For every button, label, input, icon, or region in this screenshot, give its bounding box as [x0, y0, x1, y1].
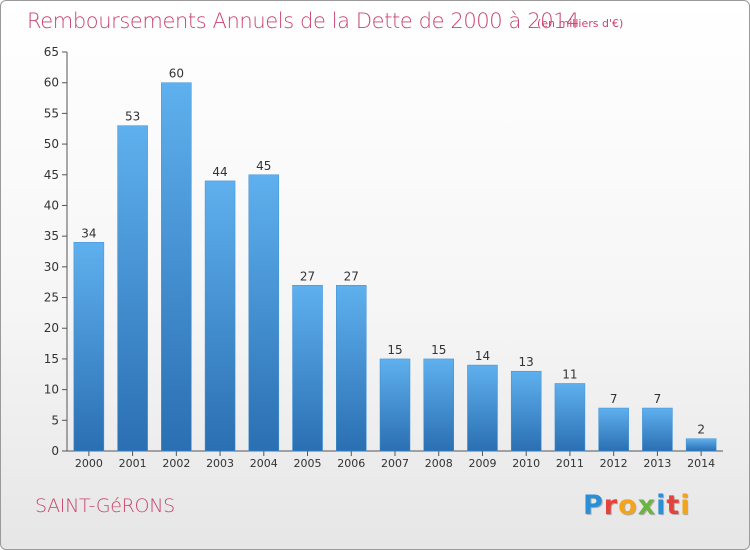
- y-tick-label: 10: [44, 383, 59, 397]
- bar-value-label: 44: [212, 165, 227, 179]
- y-tick-label: 50: [44, 137, 59, 151]
- x-tick-label: 2014: [687, 457, 715, 470]
- logo-letter: P: [583, 490, 604, 521]
- x-tick-label: 2010: [512, 457, 540, 470]
- bar: [642, 407, 673, 452]
- bar-value-label: 15: [431, 343, 446, 357]
- logo-letter: t: [666, 490, 681, 521]
- y-tick-label: 25: [44, 291, 59, 305]
- x-tick-label: 2005: [294, 457, 322, 470]
- bar-value-label: 60: [169, 67, 184, 81]
- y-tick-label: 20: [44, 321, 59, 335]
- y-tick-label: 5: [51, 413, 59, 427]
- bar-value-label: 27: [300, 269, 315, 283]
- y-tick-label: 60: [44, 76, 59, 90]
- bar: [204, 180, 236, 452]
- logo-letter: o: [618, 490, 638, 521]
- bar: [510, 370, 542, 452]
- bar: [117, 125, 148, 452]
- x-tick-label: 2013: [643, 457, 671, 470]
- bar-value-label: 15: [387, 343, 402, 357]
- bar-value-label: 7: [610, 392, 618, 406]
- bar: [336, 285, 367, 452]
- bars: 34 53 60 44 45 27 27 15 15 14 13 11 7 7 2: [73, 67, 717, 452]
- bar: [554, 383, 586, 452]
- logo-letter: i: [680, 490, 691, 521]
- logo-letter: r: [603, 490, 619, 521]
- y-tick-label: 30: [44, 260, 59, 274]
- bar: [598, 407, 629, 452]
- bar: [685, 438, 717, 452]
- y-tick-label: 15: [44, 352, 59, 366]
- axes: 0 5 10 15 20 25 30 35 40 45 50 55 60 65 2000 2001 2002 20…: [44, 45, 723, 470]
- x-tick-label: 2012: [600, 457, 628, 470]
- bar-value-label: 34: [81, 226, 96, 240]
- bar: [423, 358, 454, 452]
- bar: [379, 358, 411, 452]
- x-tick-label: 2002: [162, 457, 190, 470]
- bar-value-label: 27: [344, 269, 359, 283]
- proxiti-logo: Proxiti: [583, 490, 691, 521]
- y-tick-label: 55: [44, 106, 59, 120]
- bar: [467, 364, 498, 452]
- bar-value-label: 53: [125, 110, 140, 124]
- y-tick-label: 0: [51, 444, 59, 458]
- x-tick-label: 2008: [425, 457, 453, 470]
- chart-title: Remboursements Annuels de la Dette de 20…: [27, 9, 580, 33]
- y-tick-label: 40: [44, 198, 59, 212]
- logo-letter: x: [637, 490, 657, 521]
- x-tick-label: 2006: [337, 457, 365, 470]
- bar-value-label: 13: [519, 355, 534, 369]
- bar-value-label: 2: [697, 423, 705, 437]
- bar-value-label: 11: [562, 367, 577, 381]
- bar-value-label: 45: [256, 159, 271, 173]
- bar: [292, 285, 323, 452]
- bar-value-label: 14: [475, 349, 490, 363]
- y-tick-label: 45: [44, 168, 59, 182]
- x-tick-label: 2011: [556, 457, 584, 470]
- y-tick-label: 65: [44, 45, 59, 59]
- x-tick-label: 2007: [381, 457, 409, 470]
- x-tick-label: 2000: [75, 457, 103, 470]
- x-tick-label: 2004: [250, 457, 278, 470]
- bar: [73, 242, 105, 452]
- bar: [161, 82, 192, 452]
- x-tick-label: 2001: [119, 457, 147, 470]
- logo-letter: i: [656, 490, 667, 521]
- commune-name: SAINT-GéRONS: [35, 495, 175, 517]
- y-tick-label: 35: [44, 229, 59, 243]
- chart-subtitle: (en milliers d'€): [537, 17, 624, 30]
- x-tick-label: 2003: [206, 457, 234, 470]
- bar-value-label: 7: [654, 392, 662, 406]
- x-tick-label: 2009: [468, 457, 496, 470]
- bar: [248, 174, 280, 452]
